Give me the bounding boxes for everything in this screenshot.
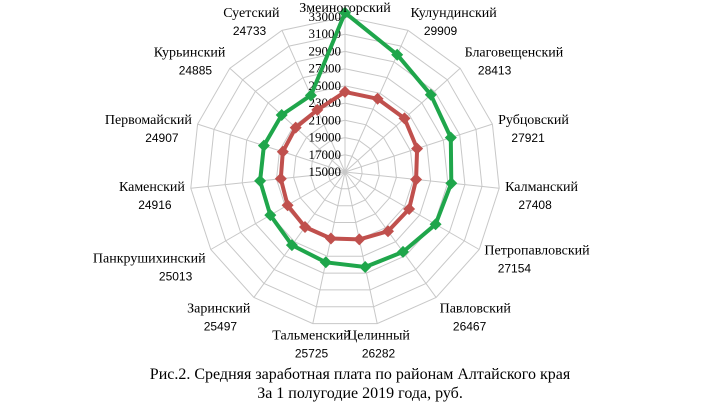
series-0-point-11 [254,174,267,187]
grid-spoke-6 [344,171,437,298]
grid-spoke-11 [190,171,346,189]
category-value-2: 28413 [478,63,512,77]
series-0-line [258,10,454,269]
category-value-4: 27408 [518,198,552,212]
category-label-5: Петропавловский [484,244,590,259]
category-label-7: Целинный [347,329,410,344]
grid-spoke-8 [312,171,346,324]
series-0-point-8 [319,256,332,269]
grid-ring-8 [207,33,483,308]
category-label-9: Заринский [187,301,251,316]
grid-ring-6 [241,68,449,274]
grid-spoke-12 [197,123,346,173]
series-0-point-6 [397,245,409,258]
series-1-point-4 [410,173,423,186]
grid-ring-3 [293,119,397,223]
category-label-11: Каменский [119,180,185,195]
series-1-point-12 [276,145,289,158]
series-1-point-13 [289,121,302,134]
series-1-point-10 [281,199,294,212]
series-0-point-14 [304,89,317,102]
r-tick-label-3: 21000 [309,112,342,127]
category-value-11: 24916 [138,198,172,212]
category-label-8: Тальменский [272,329,351,344]
category-label-12: Первомайский [105,113,193,128]
series-1-point-0 [339,85,351,98]
series-1-point-1 [371,92,384,105]
series-0-point-3 [444,131,457,144]
grid-ring-9 [190,16,500,325]
category-value-12: 24907 [145,131,179,145]
r-tick-label-0: 15000 [309,164,342,179]
series-1-point-9 [299,221,311,233]
series-0-point-13 [275,109,288,121]
category-value-5: 27154 [498,262,532,276]
series-1-point-8 [324,232,337,245]
series-0-point-4 [445,177,458,190]
caption-line-1: Рис.2. Средняя заработная плата по район… [149,366,571,383]
series-0-point-1 [391,48,404,61]
grid-spoke-13 [229,67,346,173]
series-1-point-7 [353,233,366,246]
series-0-point-7 [359,261,372,273]
category-label-3: Рубцовский [498,113,569,128]
grid-spoke-10 [210,171,346,250]
category-value-14: 24733 [233,24,267,38]
grid-spoke-14 [281,30,346,173]
series-0-point-9 [285,239,298,252]
category-label-1: Кулундинский [411,6,498,21]
category-label-13: Курьинский [154,45,226,60]
r-tick-label-9: 33000 [309,9,342,24]
series-0-point-0 [339,6,351,19]
series-1-point-11 [274,172,287,185]
series-1-point-6 [382,225,394,238]
series-1-point-14 [311,103,324,116]
category-value-7: 26282 [362,347,396,361]
r-tick-label-1: 17000 [309,147,342,162]
grid-spoke-4 [344,171,500,189]
grid-spoke-9 [253,171,346,298]
category-value-13: 24885 [179,63,213,77]
category-value-3: 27921 [511,131,545,145]
grid-ring-7 [224,50,466,291]
radar-chart: 1500017000190002100023000250002700029000… [93,1,590,361]
series-1-point-2 [398,112,411,125]
grid-spoke-7 [344,171,378,324]
r-tick-label-6: 27000 [309,61,342,76]
category-label-6: Павловский [440,301,512,316]
category-value-1: 29909 [424,24,458,38]
series-0-point-12 [257,139,270,152]
category-label-2: Благовещенский [465,45,564,60]
r-tick-label-7: 29000 [309,43,342,58]
category-value-6: 26467 [453,319,487,333]
series-0-point-2 [424,88,437,101]
category-value-9: 25497 [204,319,238,333]
category-label-10: Панкрушихинский [93,252,206,267]
category-label-0: Змеиногорский [299,1,391,16]
r-tick-label-2: 19000 [309,130,342,145]
series-1-line [278,89,420,242]
series-1-point-5 [403,203,416,215]
grid-ring-1 [327,154,363,190]
series-0-point-5 [429,218,442,231]
category-label-4: Калманский [505,180,578,195]
grid-ring-2 [310,137,380,207]
series-1-point-3 [411,142,424,155]
series-0-point-10 [264,209,277,222]
category-value-8: 25725 [295,347,329,361]
category-value-10: 25013 [159,270,193,284]
category-label-14: Суетский [223,6,280,21]
caption-line-2: За 1 полугодие 2019 года, руб. [257,385,463,402]
